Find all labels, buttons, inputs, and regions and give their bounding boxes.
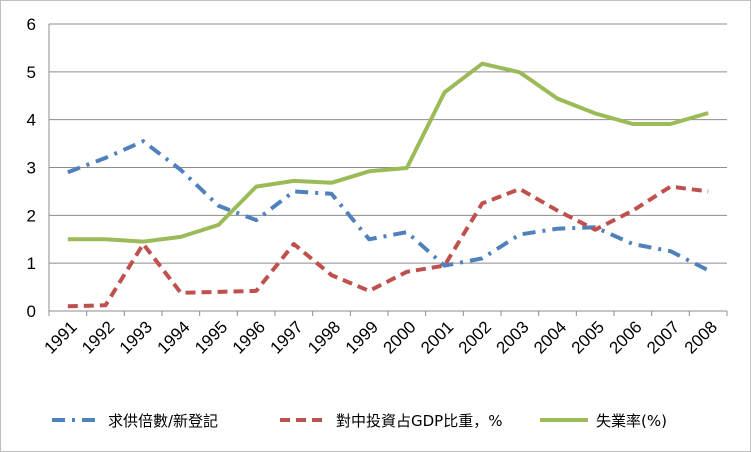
- x-tick-label: 1996: [229, 317, 269, 357]
- x-axis-tick-labels: 1991199219931994199519961997199819992000…: [40, 317, 721, 357]
- y-axis-tick-labels: 0 1 2 3 4 5 6: [27, 15, 36, 321]
- x-tick-label: 2001: [417, 317, 457, 357]
- legend-label-1: 求供倍數/新登記: [108, 412, 218, 430]
- y-tick-label: 5: [27, 63, 36, 82]
- y-tick-label: 3: [27, 159, 36, 178]
- x-tick-label: 1992: [78, 317, 118, 357]
- x-tick-label: 2004: [530, 317, 570, 357]
- gridlines: [49, 23, 727, 264]
- x-tick-label: 2006: [605, 317, 645, 357]
- x-tick-label: 1998: [304, 317, 344, 357]
- series-line-1: [67, 139, 710, 273]
- x-tick-label: 2008: [681, 317, 721, 357]
- series-lines: [67, 61, 710, 309]
- y-tick-label: 1: [27, 254, 36, 273]
- series-line-3: [67, 61, 709, 244]
- legend-label-3: 失業率(%): [596, 412, 667, 430]
- x-tick-label: 2007: [643, 317, 683, 357]
- y-tick-label: 0: [27, 302, 36, 321]
- x-tick-label: 1993: [116, 317, 156, 357]
- axes: [48, 24, 728, 316]
- x-tick-label: 1999: [342, 317, 382, 357]
- x-tick-label: 2005: [568, 317, 608, 357]
- x-tick-label: 1994: [153, 317, 193, 357]
- x-tick-label: 2002: [455, 317, 495, 357]
- y-tick-label: 4: [27, 111, 36, 130]
- x-tick-label: 1995: [191, 317, 231, 357]
- legend: 求供倍數/新登記 對中投資占GDP比重，% 失業率(%): [52, 412, 667, 430]
- x-tick-label: 1997: [266, 317, 306, 357]
- y-tick-label: 6: [27, 15, 36, 34]
- x-tick-label: 2000: [379, 317, 419, 357]
- legend-label-2: 對中投資占GDP比重，%: [336, 412, 502, 430]
- x-tick-label: 2003: [492, 317, 532, 357]
- x-tick-label: 1991: [40, 317, 80, 357]
- series-line-2: [67, 184, 709, 309]
- y-tick-label: 2: [27, 206, 36, 225]
